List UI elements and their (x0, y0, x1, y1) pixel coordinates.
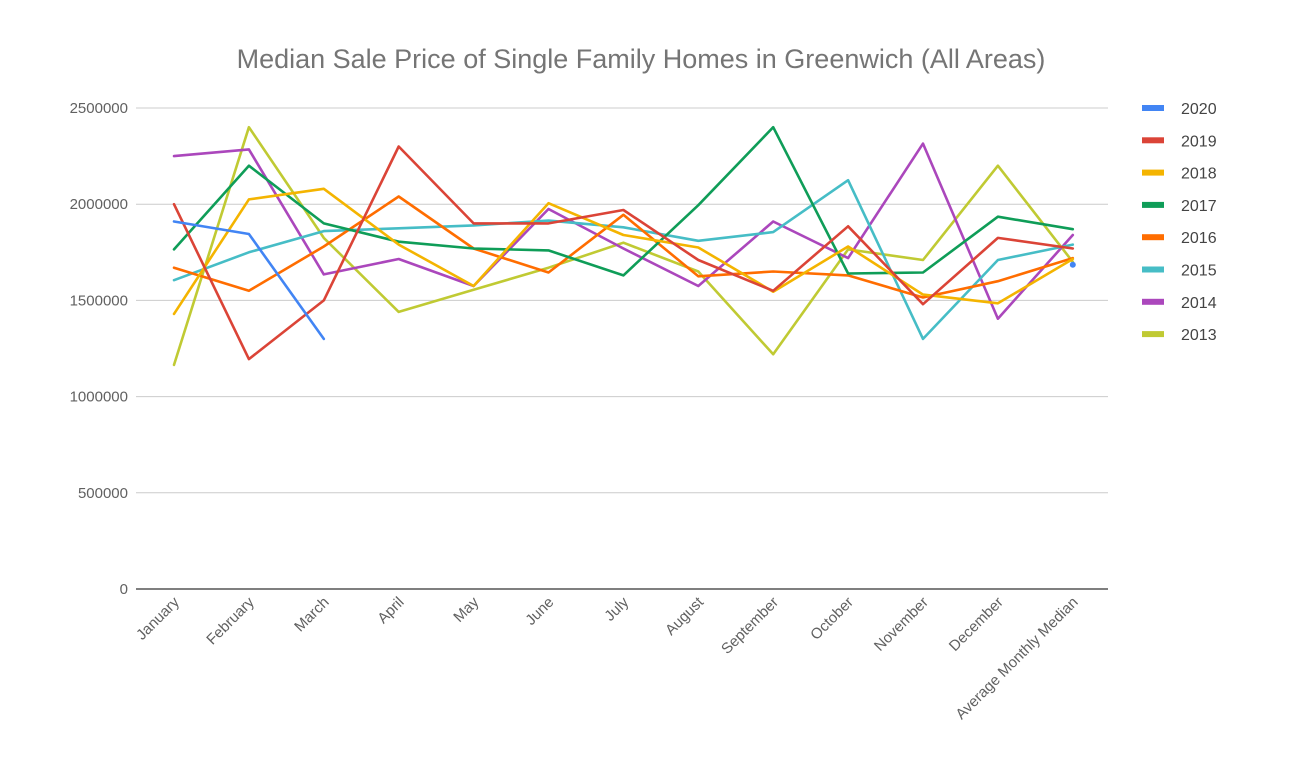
legend-label: 2016 (1181, 230, 1217, 247)
legend-item-2014: 2014 (1142, 295, 1217, 312)
y-tick-label: 2500000 (70, 100, 128, 117)
legend-swatch (1142, 137, 1164, 144)
series-line-2014 (172, 142, 1075, 321)
legend-swatch (1142, 234, 1164, 241)
legend-item-2018: 2018 (1142, 166, 1217, 183)
legend-swatch (1142, 169, 1164, 176)
series-point-2020 (1069, 261, 1076, 268)
series-2016 (172, 195, 1075, 299)
series-line-2020 (172, 220, 326, 341)
series-line-2017 (172, 125, 1075, 277)
legend-item-2019: 2019 (1142, 133, 1217, 150)
legend-item-2020: 2020 (1142, 101, 1217, 118)
legend-item-2015: 2015 (1142, 263, 1217, 280)
y-tick-label: 500000 (78, 485, 128, 502)
y-tick-label: 1000000 (70, 389, 128, 406)
y-tick-label: 0 (120, 581, 128, 598)
series-2019 (172, 145, 1075, 361)
legend-label: 2013 (1181, 327, 1217, 344)
legend-swatch (1142, 105, 1164, 111)
legend: 2020 2019 2018 2017 2016 2015 2014 2013 (1142, 101, 1217, 344)
chart-title: Median Sale Price of Single Family Homes… (237, 44, 1046, 74)
series-2014 (172, 142, 1075, 321)
y-axis: 0 500000 1000000 1500000 2000000 2500000 (70, 100, 1108, 598)
legend-label: 2014 (1181, 295, 1217, 312)
legend-label: 2017 (1181, 198, 1217, 215)
series-2017 (172, 125, 1075, 277)
series-2013 (172, 125, 1075, 367)
legend-label: 2020 (1181, 101, 1217, 118)
y-tick-label: 2000000 (70, 196, 128, 213)
legend-swatch (1142, 201, 1164, 208)
legend-swatch (1142, 266, 1164, 273)
series-line-2018 (172, 187, 1075, 316)
legend-item-2013: 2013 (1142, 327, 1217, 344)
legend-label: 2019 (1181, 133, 1217, 150)
series-lines (172, 125, 1076, 367)
legend-label: 2015 (1181, 263, 1217, 280)
y-tick-label: 1500000 (70, 292, 128, 309)
legend-item-2017: 2017 (1142, 198, 1217, 215)
legend-swatch (1142, 331, 1164, 338)
series-line-2015 (172, 178, 1075, 341)
series-line-2013 (172, 125, 1075, 367)
series-line-2019 (172, 145, 1075, 361)
series-2018 (172, 187, 1075, 316)
legend-label: 2018 (1181, 166, 1217, 183)
legend-item-2016: 2016 (1142, 230, 1217, 247)
legend-swatch (1142, 298, 1164, 305)
series-line-2016 (172, 195, 1075, 299)
series-2020 (172, 220, 1076, 341)
series-2015 (172, 178, 1075, 341)
